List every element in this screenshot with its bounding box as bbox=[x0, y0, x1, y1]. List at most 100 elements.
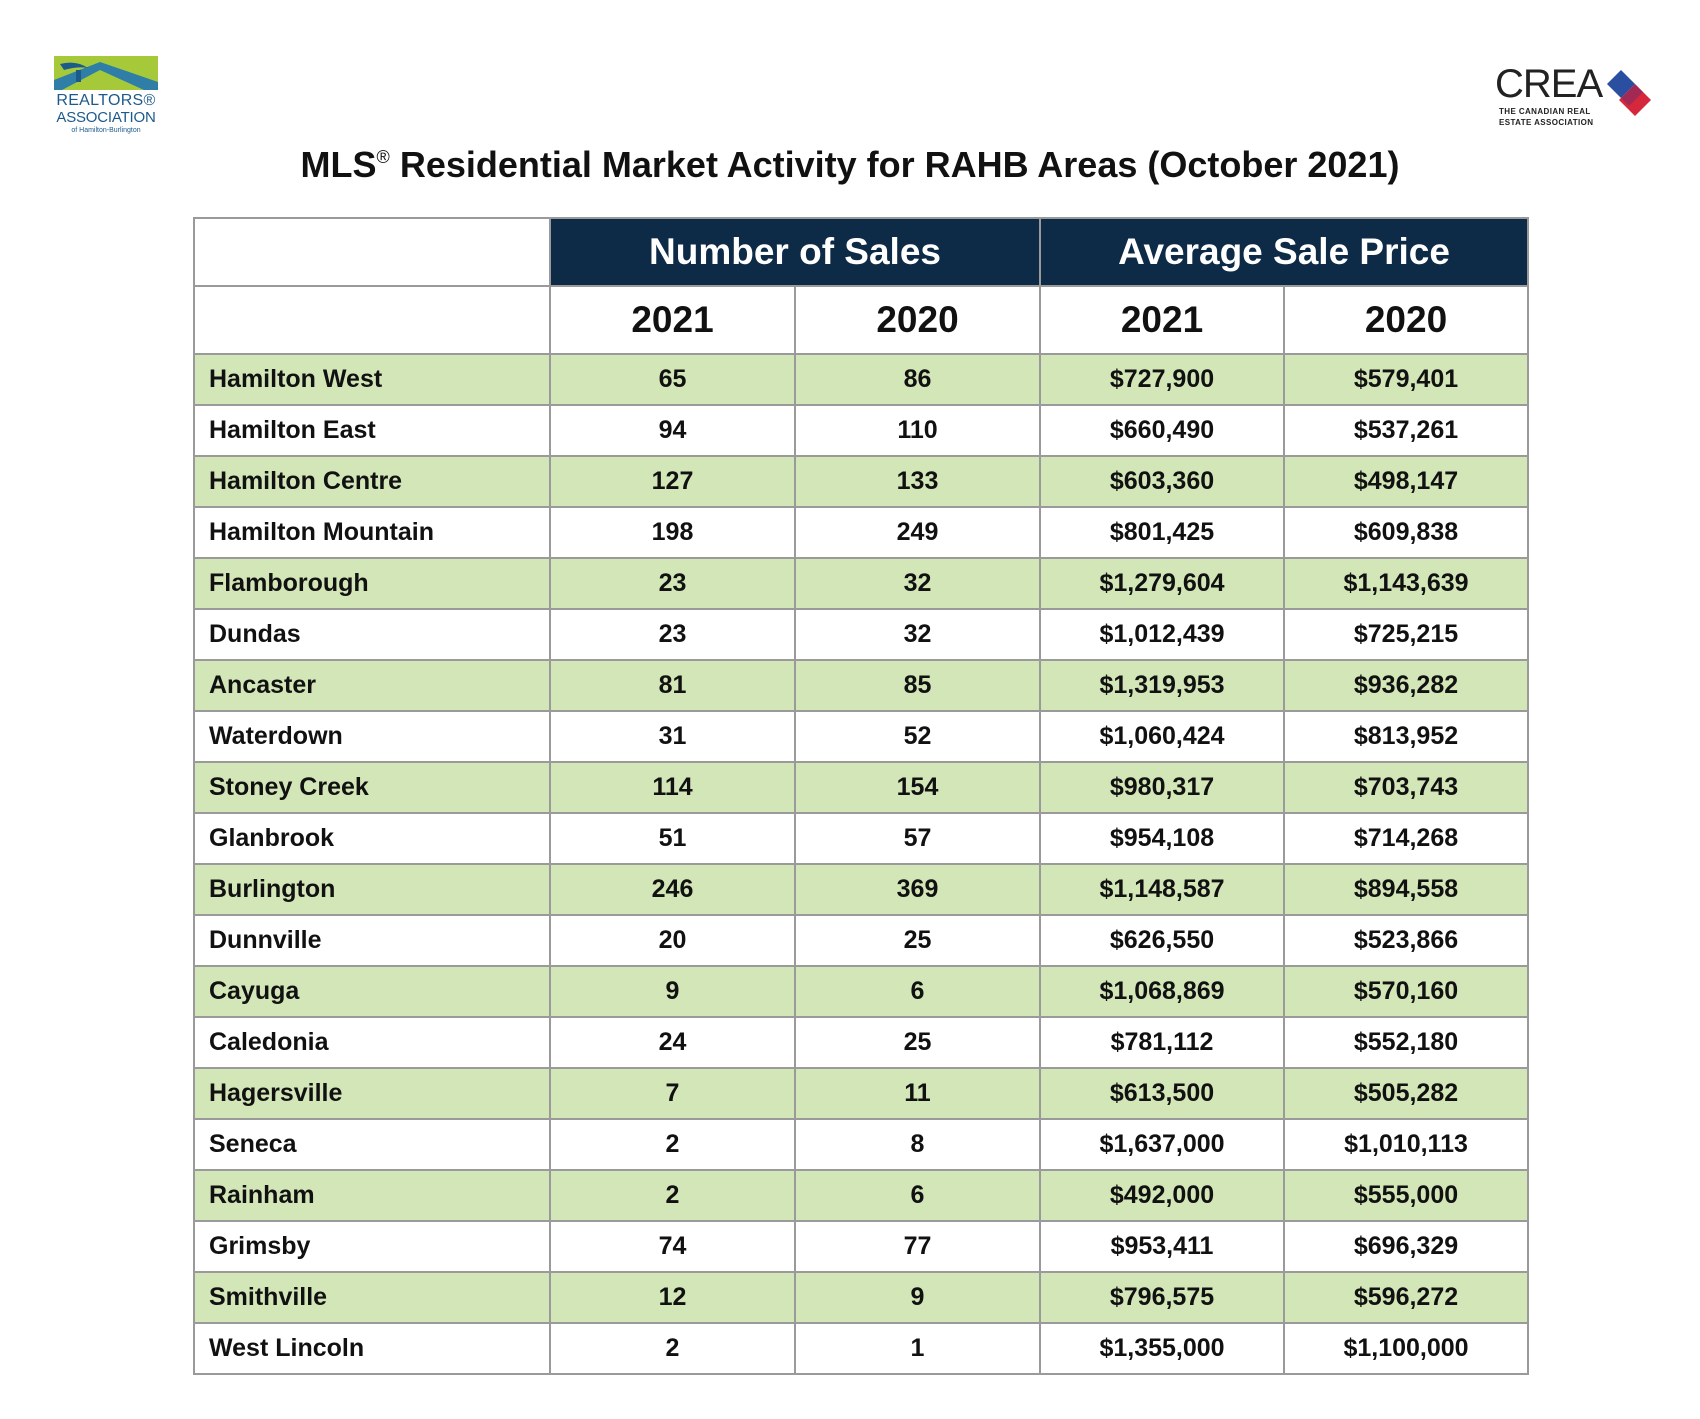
avg-price-2020-cell: $505,282 bbox=[1283, 1067, 1530, 1120]
area-name-cell: Flamborough bbox=[193, 557, 551, 610]
avg-price-2021-cell: $801,425 bbox=[1039, 506, 1286, 559]
avg-price-2020-cell: $696,329 bbox=[1283, 1220, 1530, 1273]
area-name-cell: Caledonia bbox=[193, 1016, 551, 1069]
sales-2020-cell: 6 bbox=[793, 965, 1042, 1018]
year-header-row: 2021 2020 2021 2020 bbox=[193, 285, 1530, 355]
sales-2020-cell: 154 bbox=[793, 761, 1042, 814]
header-number-of-sales: Number of Sales bbox=[548, 217, 1042, 287]
header-average-sale-price: Average Sale Price bbox=[1039, 217, 1530, 287]
sales-2021-cell: 31 bbox=[549, 710, 796, 763]
sales-2021-cell: 12 bbox=[549, 1271, 796, 1324]
avg-price-2021-cell: $1,279,604 bbox=[1039, 557, 1286, 610]
area-name-cell: Dunnville bbox=[193, 914, 551, 967]
table-row: West Lincoln 2 1 $1,355,000 $1,100,000 bbox=[193, 1322, 1530, 1375]
sales-2021-cell: 94 bbox=[549, 404, 796, 457]
crea-logo-subtitle: THE CANADIAN REAL ESTATE ASSOCIATION bbox=[1499, 106, 1619, 128]
table-row: Cayuga 9 6 $1,068,869 $570,160 bbox=[193, 965, 1530, 1018]
sales-2020-cell: 249 bbox=[793, 506, 1042, 559]
sales-2020-cell: 77 bbox=[793, 1220, 1042, 1273]
table-row: Glanbrook 51 57 $954,108 $714,268 bbox=[193, 812, 1530, 865]
avg-price-2020-cell: $725,215 bbox=[1283, 608, 1530, 661]
area-name-cell: Hamilton West bbox=[193, 353, 551, 406]
sales-2021-cell: 24 bbox=[549, 1016, 796, 1069]
sales-2020-cell: 57 bbox=[793, 812, 1042, 865]
sales-2020-cell: 1 bbox=[793, 1322, 1042, 1375]
sales-2021-cell: 2 bbox=[549, 1169, 796, 1222]
area-name-cell: Hamilton Centre bbox=[193, 455, 551, 508]
sales-2021-cell: 127 bbox=[549, 455, 796, 508]
rahb-logo: REALTORS® ASSOCIATION of Hamilton-Burlin… bbox=[54, 56, 158, 140]
sales-2020-cell: 9 bbox=[793, 1271, 1042, 1324]
avg-price-2021-cell: $1,355,000 bbox=[1039, 1322, 1286, 1375]
area-name-cell: Stoney Creek bbox=[193, 761, 551, 814]
sales-2020-cell: 25 bbox=[793, 1016, 1042, 1069]
area-name-cell: West Lincoln bbox=[193, 1322, 551, 1375]
avg-price-2021-cell: $626,550 bbox=[1039, 914, 1286, 967]
avg-price-2020-cell: $537,261 bbox=[1283, 404, 1530, 457]
sales-2021-cell: 246 bbox=[549, 863, 796, 916]
sales-2020-cell: 86 bbox=[793, 353, 1042, 406]
avg-price-2020-cell: $523,866 bbox=[1283, 914, 1530, 967]
area-name-cell: Hamilton Mountain bbox=[193, 506, 551, 559]
avg-price-2020-cell: $579,401 bbox=[1283, 353, 1530, 406]
crea-logo-word: CREA bbox=[1495, 62, 1603, 106]
area-name-cell: Glanbrook bbox=[193, 812, 551, 865]
sales-2020-cell: 25 bbox=[793, 914, 1042, 967]
avg-price-2020-cell: $552,180 bbox=[1283, 1016, 1530, 1069]
table-row: Dunnville 20 25 $626,550 $523,866 bbox=[193, 914, 1530, 967]
sales-2020-cell: 110 bbox=[793, 404, 1042, 457]
header-corner-cell bbox=[193, 217, 551, 287]
avg-price-2020-cell: $1,143,639 bbox=[1283, 557, 1530, 610]
table-row: Hamilton West 65 86 $727,900 $579,401 bbox=[193, 353, 1530, 406]
header-price-2020: 2020 bbox=[1283, 285, 1530, 355]
area-name-cell: Rainham bbox=[193, 1169, 551, 1222]
crea-logo-sub-line2: ESTATE ASSOCIATION bbox=[1499, 118, 1594, 127]
avg-price-2021-cell: $492,000 bbox=[1039, 1169, 1286, 1222]
sales-2020-cell: 8 bbox=[793, 1118, 1042, 1171]
avg-price-2021-cell: $980,317 bbox=[1039, 761, 1286, 814]
table-row: Hamilton East 94 110 $660,490 $537,261 bbox=[193, 404, 1530, 457]
sales-2020-cell: 11 bbox=[793, 1067, 1042, 1120]
avg-price-2020-cell: $570,160 bbox=[1283, 965, 1530, 1018]
rahb-logo-line2: ASSOCIATION bbox=[56, 109, 156, 126]
title-mls: MLS bbox=[300, 144, 377, 185]
sales-2021-cell: 23 bbox=[549, 608, 796, 661]
sales-2021-cell: 74 bbox=[549, 1220, 796, 1273]
sales-2021-cell: 9 bbox=[549, 965, 796, 1018]
avg-price-2020-cell: $813,952 bbox=[1283, 710, 1530, 763]
table-row: Hamilton Mountain 198 249 $801,425 $609,838 bbox=[193, 506, 1530, 559]
sales-2021-cell: 2 bbox=[549, 1118, 796, 1171]
avg-price-2021-cell: $1,637,000 bbox=[1039, 1118, 1286, 1171]
header-price-2021: 2021 bbox=[1039, 285, 1286, 355]
avg-price-2021-cell: $1,148,587 bbox=[1039, 863, 1286, 916]
avg-price-2020-cell: $1,100,000 bbox=[1283, 1322, 1530, 1375]
sales-2020-cell: 32 bbox=[793, 557, 1042, 610]
market-activity-table: Number of Sales Average Sale Price 2021 … bbox=[193, 217, 1530, 1375]
area-name-cell: Seneca bbox=[193, 1118, 551, 1171]
area-name-cell: Ancaster bbox=[193, 659, 551, 712]
sales-2021-cell: 23 bbox=[549, 557, 796, 610]
area-name-cell: Cayuga bbox=[193, 965, 551, 1018]
avg-price-2020-cell: $596,272 bbox=[1283, 1271, 1530, 1324]
avg-price-2020-cell: $555,000 bbox=[1283, 1169, 1530, 1222]
sales-2021-cell: 198 bbox=[549, 506, 796, 559]
sales-2021-cell: 20 bbox=[549, 914, 796, 967]
table-row: Waterdown 31 52 $1,060,424 $813,952 bbox=[193, 710, 1530, 763]
table-row: Hamilton Centre 127 133 $603,360 $498,147 bbox=[193, 455, 1530, 508]
table-row: Rainham 2 6 $492,000 $555,000 bbox=[193, 1169, 1530, 1222]
avg-price-2021-cell: $1,012,439 bbox=[1039, 608, 1286, 661]
avg-price-2021-cell: $603,360 bbox=[1039, 455, 1286, 508]
crea-logo: CREA THE CANADIAN REAL ESTATE ASSOCIATIO… bbox=[1495, 64, 1665, 132]
sales-2020-cell: 369 bbox=[793, 863, 1042, 916]
page-title: MLS® Residential Market Activity for RAH… bbox=[0, 144, 1700, 186]
group-header-row: Number of Sales Average Sale Price bbox=[193, 217, 1530, 287]
area-name-cell: Dundas bbox=[193, 608, 551, 661]
sales-2020-cell: 85 bbox=[793, 659, 1042, 712]
avg-price-2021-cell: $954,108 bbox=[1039, 812, 1286, 865]
area-name-cell: Grimsby bbox=[193, 1220, 551, 1273]
table-row: Flamborough 23 32 $1,279,604 $1,143,639 bbox=[193, 557, 1530, 610]
rahb-logo-line1: REALTORS® bbox=[56, 92, 156, 109]
avg-price-2021-cell: $796,575 bbox=[1039, 1271, 1286, 1324]
table-row: Caledonia 24 25 $781,112 $552,180 bbox=[193, 1016, 1530, 1069]
sales-2021-cell: 114 bbox=[549, 761, 796, 814]
